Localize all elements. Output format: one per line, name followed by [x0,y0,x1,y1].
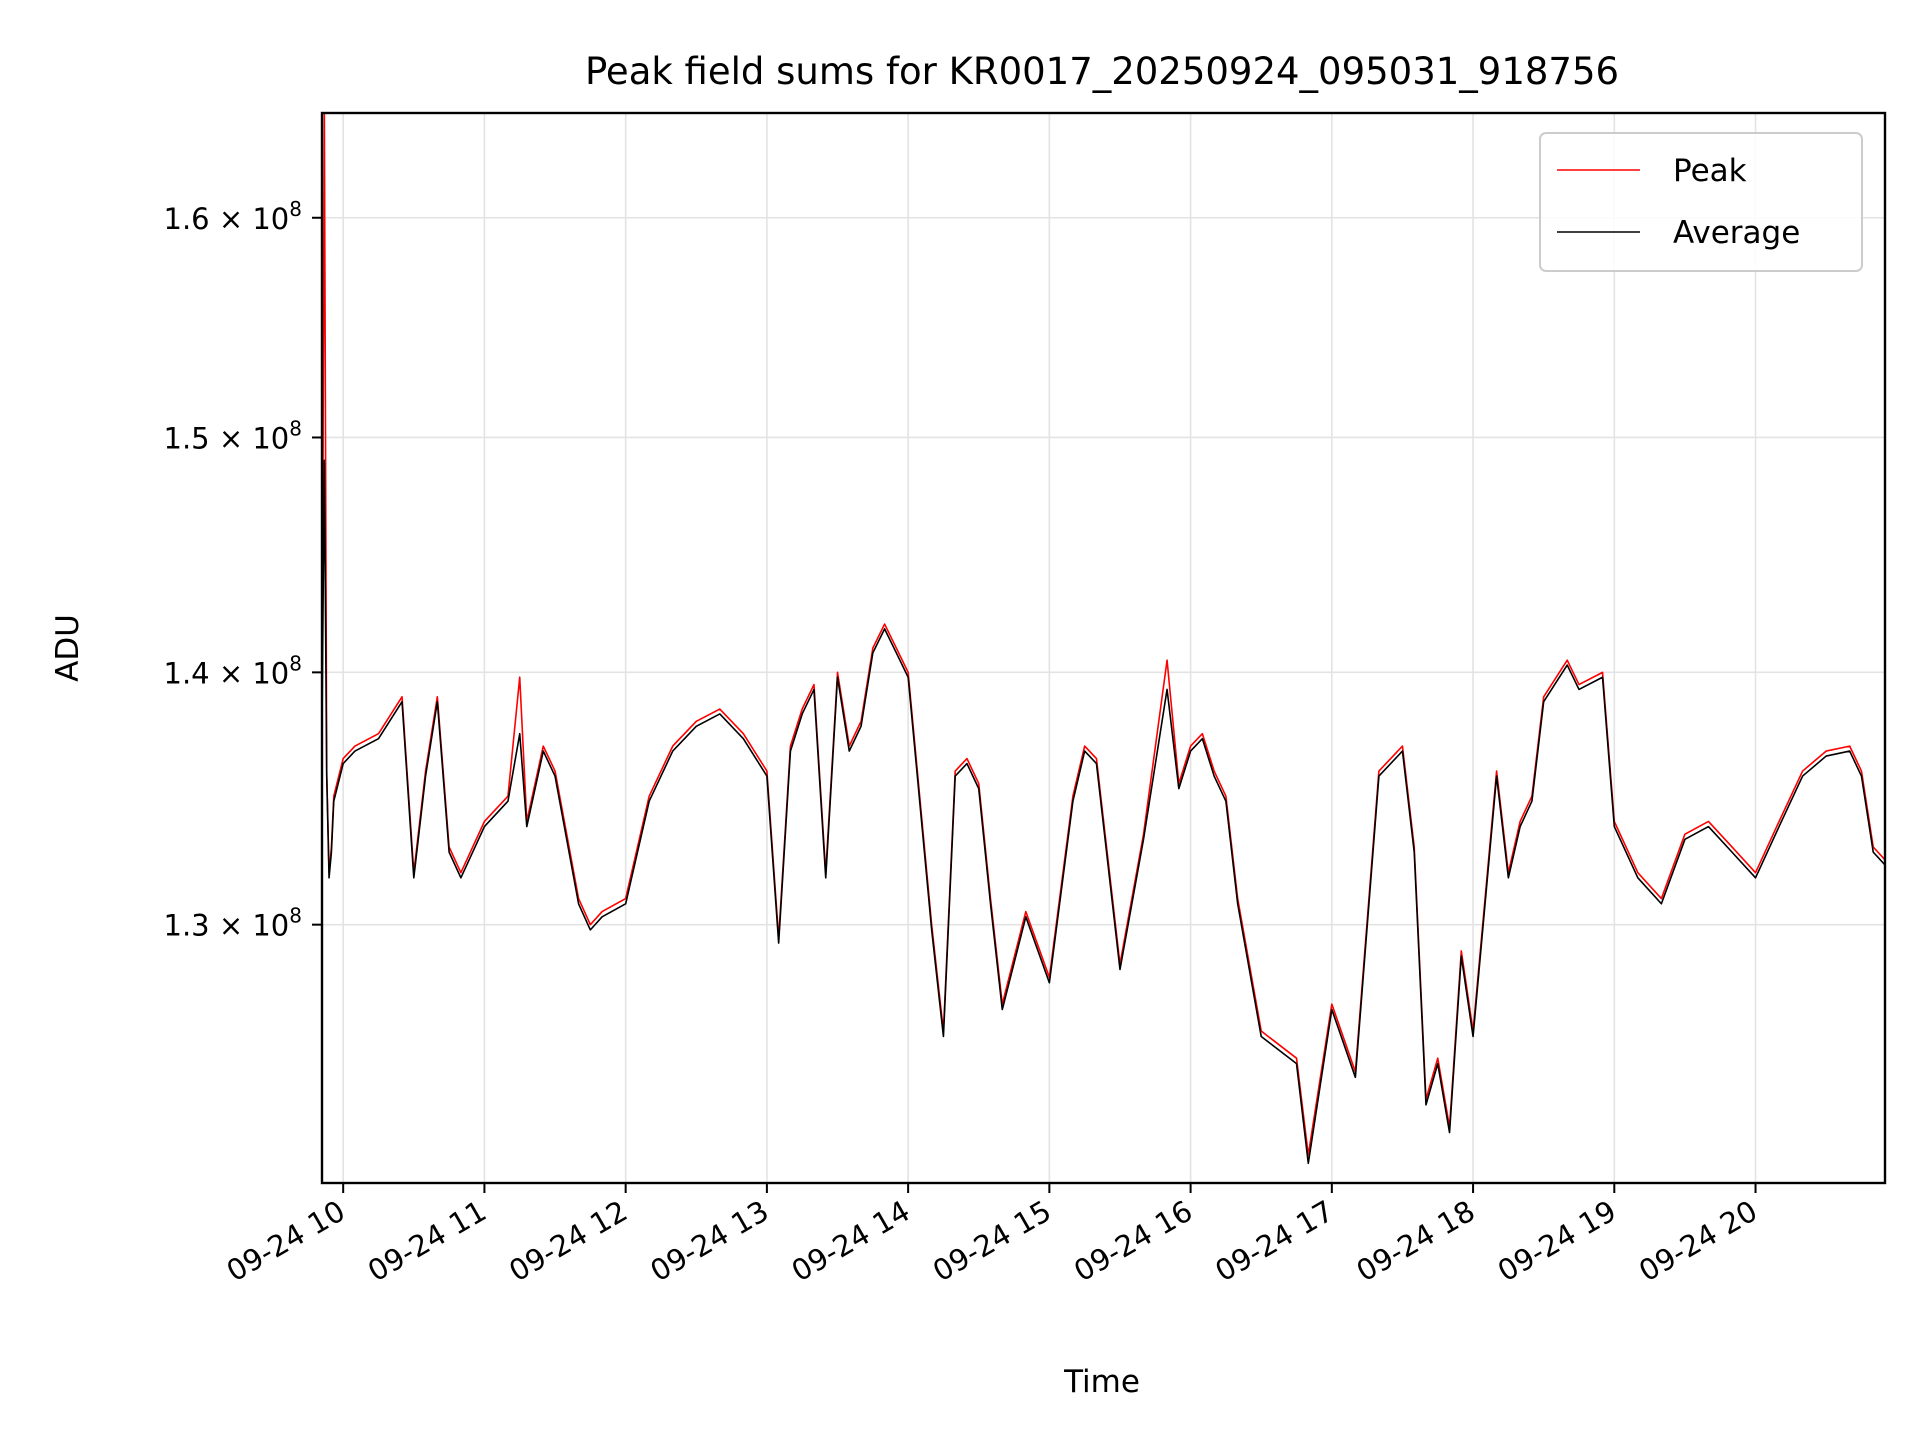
x-tick-label: 09-24 10 [221,1194,351,1289]
y-axis: 1.3 × 108 1.4 × 108 1.5 × 108 1.6 × 108 [164,197,322,943]
y-tick-label: 1.5 × 108 [164,416,303,455]
x-tick-label: 09-24 18 [1351,1194,1481,1289]
x-tick-label: 09-24 12 [503,1194,633,1289]
grid-lines [322,113,1885,1183]
y-axis-label: ADU [50,614,86,682]
x-axis-label: Time [1063,1364,1140,1400]
x-axis: 09-24 10 09-24 11 09-24 12 09-24 13 09-24 14… [221,1183,1763,1288]
x-tick-label: 09-24 20 [1633,1194,1763,1289]
legend-label-peak: Peak [1673,153,1747,189]
x-tick-label: 09-24 15 [927,1194,1057,1289]
x-tick-label: 09-24 16 [1068,1194,1198,1289]
plot-series [322,113,1885,1165]
x-tick-label: 09-24 19 [1492,1194,1622,1289]
legend-box [1539,132,1863,272]
series-line-average [322,459,1885,1165]
legend-label-average: Average [1673,215,1800,251]
x-tick-label: 09-24 11 [362,1194,492,1289]
y-tick-label: 1.6 × 108 [164,197,303,236]
x-tick-label: 09-24 13 [644,1194,774,1289]
y-tick-label: 1.4 × 108 [164,651,303,690]
legend: Peak Average [1539,132,1863,272]
chart-title: Peak field sums for KR0017_20250924_0950… [585,50,1619,93]
x-tick-label: 09-24 14 [786,1194,916,1289]
x-tick-label: 09-24 17 [1209,1194,1339,1289]
plot-area-frame [320,111,1887,1185]
y-tick-label: 1.3 × 108 [164,904,303,943]
